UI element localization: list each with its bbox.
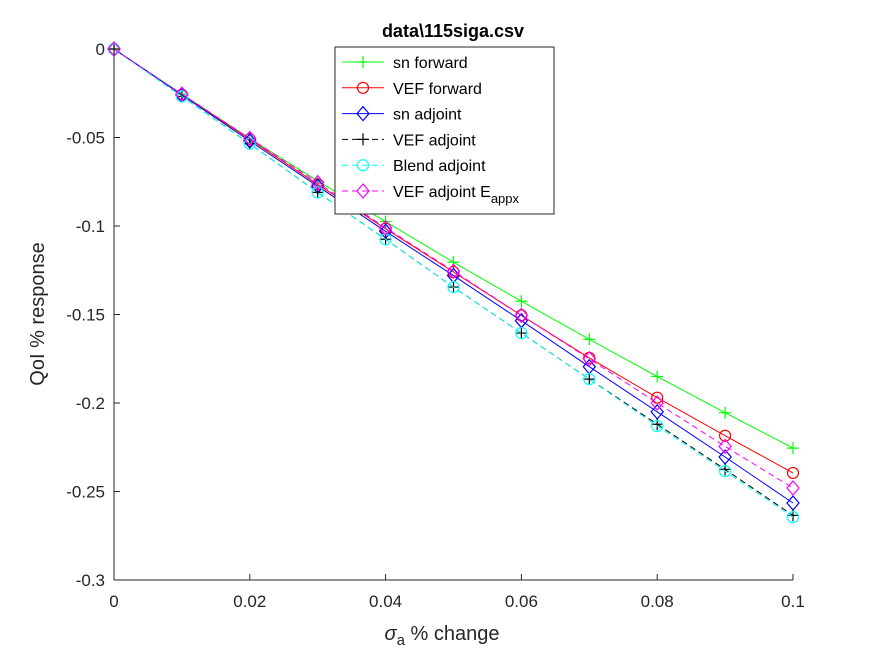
legend-item: Blend adjoint [342, 158, 486, 175]
series-4 [107, 42, 800, 524]
data-point [515, 327, 528, 340]
legend-item: VEF forward [342, 81, 482, 98]
data-point [583, 333, 596, 346]
series-line [113, 48, 794, 474]
y-tick-label: 0 [96, 40, 105, 59]
data-point [651, 370, 664, 383]
x-tick-label: 0.1 [781, 592, 805, 611]
data-point [515, 295, 528, 308]
y-tick-label: -0.05 [66, 129, 105, 148]
x-tick-label: 0 [109, 592, 118, 611]
legend-marker [356, 105, 370, 122]
data-point [650, 395, 664, 411]
legend-label: VEF forward [393, 81, 482, 98]
data-point [447, 280, 460, 294]
y-tick-label: -0.3 [76, 571, 105, 590]
data-point [175, 86, 189, 103]
y-tick-label: -0.15 [66, 306, 105, 325]
legend-label: VEF adjoint Eappx [393, 184, 520, 206]
legend: sn forward VEF forward sn adjoint VEF adjoi… [334, 46, 555, 215]
x-axis-title: σa % change [385, 623, 500, 649]
legend-label: sn adjoint [393, 107, 462, 124]
legend-item: sn adjoint [342, 105, 462, 124]
x-axis-title-text: % change [405, 623, 500, 645]
series-line [113, 48, 794, 489]
data-point [583, 373, 596, 386]
legend-marker [356, 183, 370, 199]
data-point [243, 130, 257, 147]
x-tick-label: 0.08 [641, 592, 674, 611]
y-axis-title: QoI % response [27, 242, 49, 385]
data-point [378, 219, 393, 236]
data-point [446, 263, 461, 280]
series-line [113, 48, 794, 504]
data-point [786, 511, 800, 524]
data-point [651, 391, 664, 404]
data-point [651, 419, 664, 433]
data-point [582, 350, 597, 367]
data-point [786, 466, 800, 480]
legend-label: VEF adjoint [393, 132, 476, 149]
legend-marker [356, 159, 370, 172]
data-point [311, 186, 324, 199]
series-line [113, 48, 794, 518]
x-tick-label: 0.04 [369, 592, 402, 611]
data-point [310, 174, 325, 191]
data-point [514, 307, 529, 324]
y-tick-label: -0.25 [66, 483, 105, 502]
legend-item: VEF adjoint Eappx [342, 183, 520, 206]
series-layer [107, 41, 800, 524]
ticks-layer: 0 0.02 0.04 0.06 0.08 0.1 0 -0.05 -0.1 -0.15 -0.2 -… [66, 40, 805, 611]
data-point [719, 406, 732, 419]
data-point [379, 233, 392, 246]
legend-box [334, 46, 555, 215]
chart-title: data\115siga.csv [382, 21, 524, 41]
legend-marker [357, 56, 369, 68]
x-axis-title-subscript: a [397, 632, 406, 649]
data-point [718, 429, 732, 442]
data-point [583, 373, 596, 386]
legend-item: VEF adjoint [342, 132, 476, 149]
data-point [311, 186, 324, 199]
legend-item: sn forward [342, 55, 468, 72]
x-tick-label: 0.06 [505, 592, 538, 611]
y-tick-label: -0.1 [76, 217, 105, 236]
x-tick-label: 0.02 [233, 592, 266, 611]
data-point [515, 326, 528, 340]
y-tick-label: -0.2 [76, 394, 105, 413]
data-point [786, 480, 800, 496]
x-axis-title-symbol: σ [385, 623, 398, 645]
legend-label: sn forward [393, 55, 468, 72]
legend-marker [357, 133, 369, 146]
data-point [787, 442, 799, 455]
data-point [718, 438, 732, 455]
legend-label-subscript: appx [491, 191, 520, 206]
legend-marker [356, 81, 370, 94]
legend-label: Blend adjoint [393, 158, 486, 175]
data-point [718, 465, 732, 478]
